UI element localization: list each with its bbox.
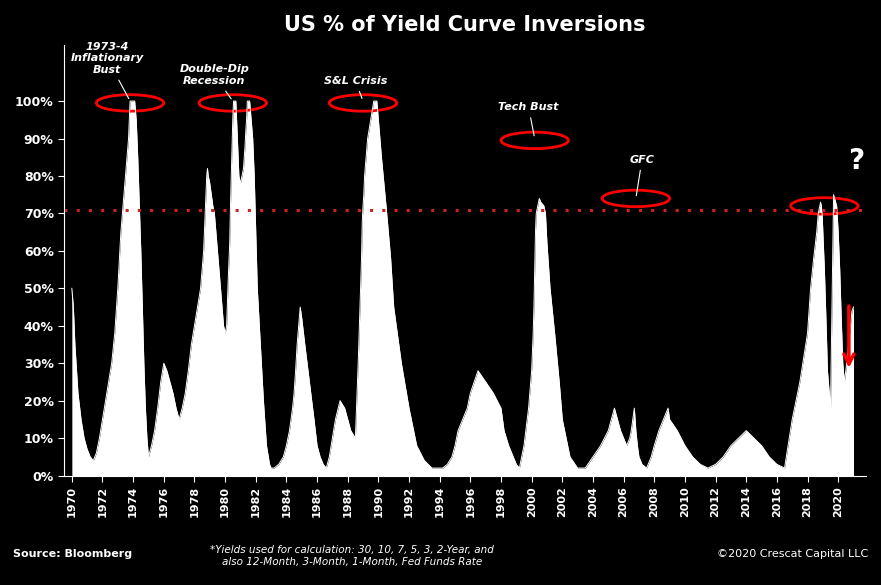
Text: Double-Dip
Recession: Double-Dip Recession [180, 64, 249, 99]
Text: S&L Crisis: S&L Crisis [323, 76, 387, 98]
Text: *Yields used for calculation: 30, 10, 7, 5, 3, 2-Year, and: *Yields used for calculation: 30, 10, 7,… [211, 545, 494, 555]
Text: also 12-Month, 3-Month, 1-Month, Fed Funds Rate: also 12-Month, 3-Month, 1-Month, Fed Fun… [222, 558, 483, 567]
Text: ©2020 Crescat Capital LLC: ©2020 Crescat Capital LLC [716, 549, 868, 559]
Text: Tech Bust: Tech Bust [499, 102, 559, 136]
Title: US % of Yield Curve Inversions: US % of Yield Curve Inversions [285, 15, 646, 35]
Text: Source: Bloomberg: Source: Bloomberg [13, 549, 132, 559]
Text: ?: ? [848, 147, 864, 175]
Text: GFC: GFC [630, 154, 655, 196]
Text: 1973-4
Inflationary
Bust: 1973-4 Inflationary Bust [70, 42, 144, 99]
